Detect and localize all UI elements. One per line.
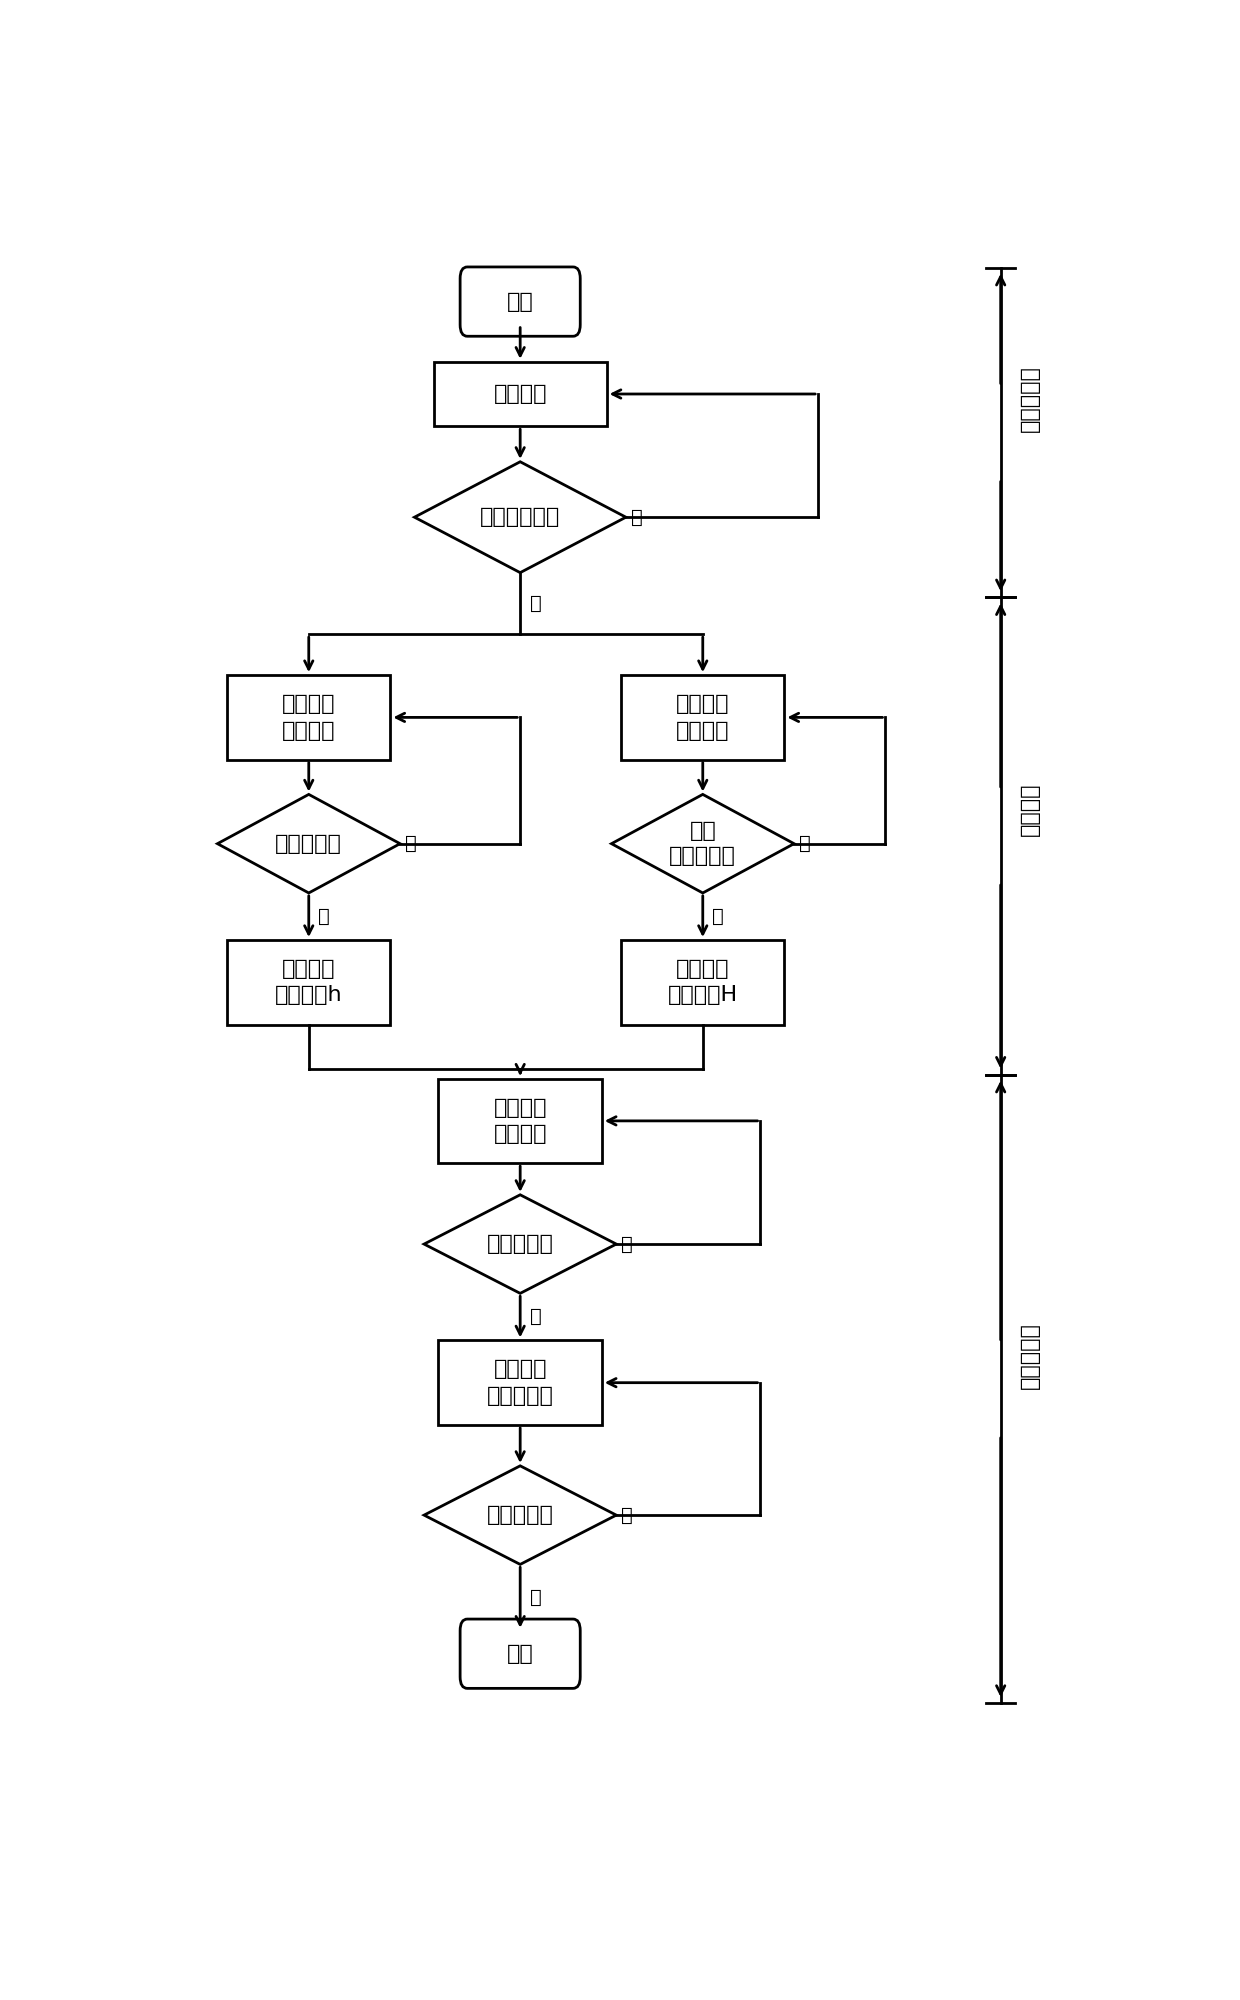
Bar	[227, 676, 391, 760]
Text: 是: 是	[529, 594, 542, 612]
Polygon shape	[424, 1194, 616, 1294]
Text: 是: 是	[319, 906, 330, 926]
Text: 液位测量: 液位测量	[1019, 782, 1039, 836]
Polygon shape	[414, 462, 626, 572]
FancyBboxPatch shape	[460, 266, 580, 336]
Text: 推杆缩回
测试架撤离: 推杆缩回 测试架撤离	[487, 1360, 553, 1406]
Text: 否: 否	[621, 1506, 632, 1524]
Polygon shape	[611, 794, 794, 892]
Text: 电机正转
探杆下移: 电机正转 探杆下移	[676, 694, 729, 740]
Bar	[434, 362, 606, 426]
Text: 测试架水平？: 测试架水平？	[480, 508, 560, 528]
Text: 记录行程
换算界位H: 记录行程 换算界位H	[667, 960, 738, 1006]
Text: 记录行程
换算液位h: 记录行程 换算液位h	[275, 960, 342, 1006]
Text: 否: 否	[404, 834, 417, 854]
Text: 完全拔出？: 完全拔出？	[487, 1234, 553, 1254]
Text: 撤离完成？: 撤离完成？	[487, 1506, 553, 1526]
Text: 电机正转
探杆下移: 电机正转 探杆下移	[281, 694, 336, 740]
Text: 开始: 开始	[507, 292, 533, 312]
Text: 否: 否	[631, 508, 642, 526]
Polygon shape	[217, 794, 401, 892]
Bar	[621, 676, 785, 760]
Text: 是: 是	[529, 1588, 542, 1608]
Bar	[621, 940, 785, 1024]
Text: 电机反转
拔出探杆: 电机反转 拔出探杆	[494, 1098, 547, 1144]
Text: 推杆外伸: 推杆外伸	[494, 384, 547, 404]
Text: 是: 是	[712, 906, 724, 926]
Text: 再次
阻抗突降？: 再次 阻抗突降？	[670, 822, 737, 866]
Text: 否: 否	[799, 834, 811, 854]
Text: 测试架撤离: 测试架撤离	[1019, 1322, 1039, 1388]
Bar	[227, 940, 391, 1024]
Bar	[439, 1340, 601, 1426]
Text: 测试架就位: 测试架就位	[1019, 366, 1039, 432]
Text: 否: 否	[621, 1234, 632, 1254]
Text: 阻抗突降？: 阻抗突降？	[275, 834, 342, 854]
Polygon shape	[424, 1466, 616, 1564]
Bar	[439, 1078, 601, 1164]
Text: 是: 是	[529, 1308, 542, 1326]
Text: 结束: 结束	[507, 1644, 533, 1664]
FancyBboxPatch shape	[460, 1620, 580, 1688]
